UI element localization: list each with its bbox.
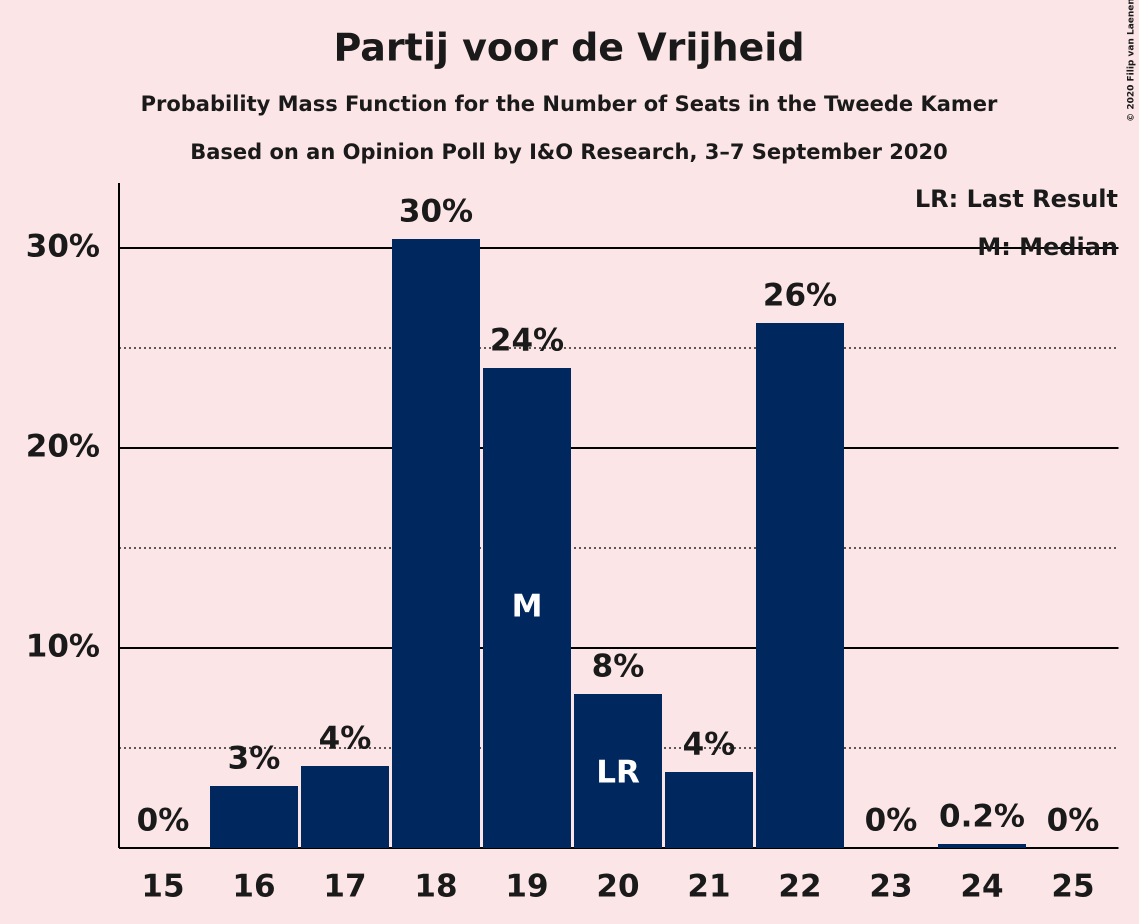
value-label: 0% xyxy=(865,803,918,839)
legend-entry: LR: Last Result xyxy=(915,185,1118,213)
value-label: 26% xyxy=(763,278,837,314)
value-label: 30% xyxy=(399,194,473,230)
x-tick-label: 23 xyxy=(869,869,912,905)
y-tick-label: 10% xyxy=(26,629,100,665)
bar xyxy=(938,844,1026,848)
x-tick-label: 16 xyxy=(232,869,275,905)
bar xyxy=(483,368,571,848)
value-label: 4% xyxy=(683,727,736,763)
bar xyxy=(301,766,389,848)
annotation: LR xyxy=(596,755,640,791)
chart-subtitle: Based on an Opinion Poll by I&O Research… xyxy=(190,140,948,164)
legend-entry: M: Median xyxy=(977,233,1118,261)
x-tick-label: 18 xyxy=(414,869,457,905)
x-tick-label: 25 xyxy=(1051,869,1094,905)
copyright: © 2020 Filip van Laenen xyxy=(1127,0,1137,122)
value-label: 3% xyxy=(228,741,281,777)
chart-subtitle: Probability Mass Function for the Number… xyxy=(141,92,998,116)
x-tick-label: 17 xyxy=(323,869,366,905)
value-label: 8% xyxy=(592,649,645,685)
value-label: 0% xyxy=(1047,803,1100,839)
bar xyxy=(210,786,298,848)
chart-title: Partij voor de Vrijheid xyxy=(333,26,804,70)
bar xyxy=(756,323,844,848)
bar xyxy=(665,772,753,848)
x-tick-label: 15 xyxy=(141,869,184,905)
value-label: 0.2% xyxy=(939,799,1025,835)
value-label: 24% xyxy=(490,323,564,359)
x-tick-label: 24 xyxy=(960,869,1003,905)
bar xyxy=(392,239,480,848)
y-tick-label: 20% xyxy=(26,429,100,465)
bar xyxy=(574,694,662,848)
x-tick-label: 20 xyxy=(596,869,639,905)
annotation: M xyxy=(512,589,543,625)
y-tick-label: 30% xyxy=(26,229,100,265)
x-tick-label: 22 xyxy=(778,869,821,905)
value-label: 4% xyxy=(319,721,372,757)
x-tick-label: 19 xyxy=(505,869,548,905)
value-label: 0% xyxy=(137,803,190,839)
x-tick-label: 21 xyxy=(687,869,730,905)
